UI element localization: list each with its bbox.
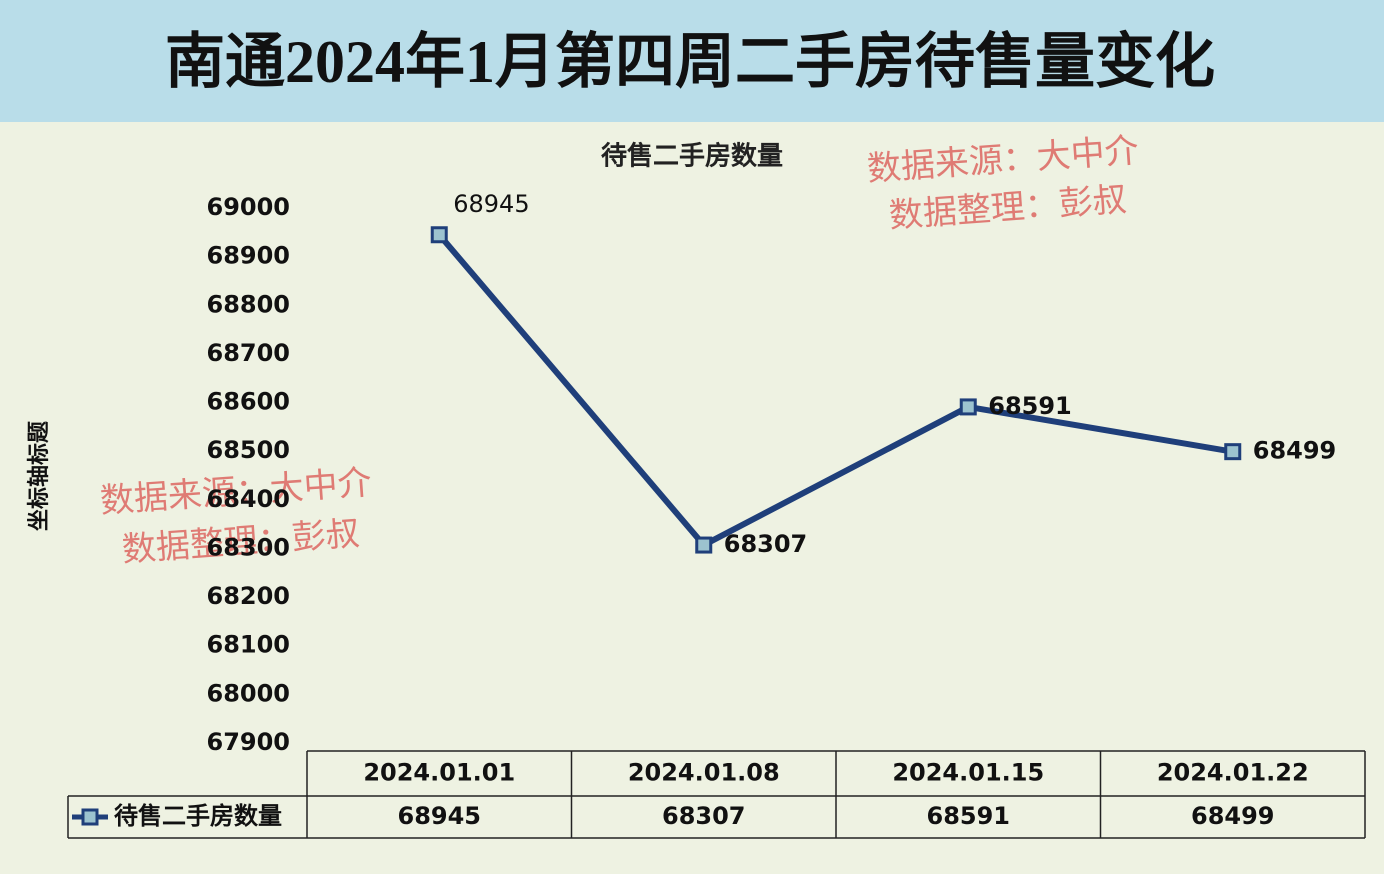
y-tick-label: 68500 — [207, 436, 291, 464]
point-marker — [959, 398, 977, 416]
table-value: 68499 — [1191, 802, 1275, 830]
y-tick-label: 67900 — [207, 728, 291, 756]
table-value: 68591 — [927, 802, 1011, 830]
y-tick-label: 68400 — [207, 485, 291, 513]
y-tick-label: 68900 — [207, 242, 291, 270]
x-tick-label: 2024.01.08 — [628, 759, 780, 787]
y-axis-label: 坐标轴标题 — [26, 420, 52, 531]
series-line — [436, 232, 1234, 549]
legend-label: 待售二手房数量 — [114, 802, 282, 830]
title-banner — [0, 0, 1384, 122]
data-label: 68945 — [453, 190, 529, 218]
point-marker — [430, 226, 448, 244]
point-marker — [81, 808, 99, 826]
x-tick-label: 2024.01.01 — [363, 759, 515, 787]
x-tick-label: 2024.01.15 — [892, 759, 1044, 787]
data-label: 68591 — [988, 392, 1072, 420]
table-value: 68945 — [398, 802, 482, 830]
y-tick-label: 68200 — [207, 582, 291, 610]
y-tick-label: 68800 — [207, 290, 291, 318]
data-label: 68499 — [1253, 437, 1337, 465]
y-tick-label: 68600 — [207, 388, 291, 416]
y-tick-label: 68700 — [207, 339, 291, 367]
y-tick-label: 68100 — [207, 631, 291, 659]
chart-subtitle: 待售二手房数量 — [601, 141, 783, 172]
y-tick-label: 68000 — [207, 679, 291, 707]
point-marker — [695, 536, 713, 554]
y-tick-label: 69000 — [207, 193, 291, 221]
x-tick-label: 2024.01.22 — [1157, 759, 1309, 787]
point-marker — [1224, 443, 1242, 461]
y-tick-label: 68300 — [207, 533, 291, 561]
chart-title: 南通2024年1月第四周二手房待售量变化 — [165, 29, 1215, 95]
watermarks: 数据来源：大中介 数据整理：彭叔 数据来源：大中介 数据整理：彭叔 — [99, 131, 1140, 571]
table-value: 68307 — [662, 802, 746, 830]
data-label: 68307 — [724, 530, 808, 558]
